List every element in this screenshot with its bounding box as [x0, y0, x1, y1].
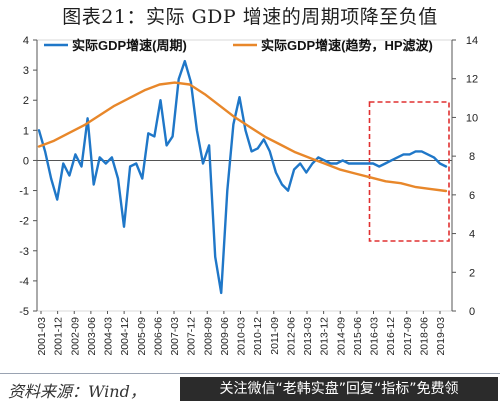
- plot-area: [36, 39, 453, 312]
- x-tick-label: 2009-06: [219, 317, 231, 356]
- right-tick-label: 6: [469, 190, 475, 202]
- legend-label: 实际GDP增速(周期): [72, 38, 187, 53]
- x-tick-label: 2018-06: [418, 317, 430, 356]
- x-tick-label: 2015-06: [352, 317, 364, 356]
- x-tick-label: 2012-06: [285, 317, 297, 356]
- x-tick-label: 2013-03: [302, 317, 314, 356]
- left-tick-label: 3: [23, 65, 29, 77]
- series-line-trend: [37, 81, 448, 193]
- source-note: 资料来源：Wind，: [8, 382, 146, 401]
- x-tick-label: 2005-09: [136, 317, 148, 356]
- legend-label: 实际GDP增速(趋势，HP滤波): [261, 38, 433, 53]
- left-tick-label: -5: [19, 306, 29, 318]
- left-tick-label: -2: [19, 216, 29, 228]
- x-tick-label: 2002-09: [69, 317, 81, 356]
- x-tick-label: 2008-09: [202, 317, 214, 356]
- left-tick-label: -3: [19, 246, 29, 258]
- right-tick-label: 14: [466, 35, 478, 47]
- x-tick-label: 2014-09: [335, 317, 347, 356]
- x-tick-label: 2004-03: [103, 317, 115, 356]
- left-tick-label: 0: [23, 155, 29, 167]
- right-tick-label: 10: [466, 112, 478, 124]
- right-tick-label: 8: [469, 151, 475, 163]
- footer-bar: 资料来源：Wind， 关注微信“老韩实盘”回复“指标”免费领: [0, 373, 500, 404]
- x-tick-label: 2001-12: [53, 317, 65, 356]
- promo-banner: 关注微信“老韩实盘”回复“指标”免费领: [180, 377, 498, 401]
- x-tick-label: 2001-03: [36, 317, 48, 356]
- x-tick-label: 2006-06: [152, 317, 164, 356]
- left-tick-label: -4: [19, 276, 29, 288]
- highlight-box: [368, 101, 450, 242]
- x-tick-label: 2004-12: [119, 317, 131, 356]
- right-tick-label: 12: [466, 74, 478, 86]
- x-tick-label: 2003-06: [86, 317, 98, 356]
- left-tick-label: 2: [23, 95, 29, 107]
- x-tick-label: 2016-03: [369, 317, 381, 356]
- x-tick-label: 2007-12: [186, 317, 198, 356]
- chart-title: 图表21：实际 GDP 增速的周期项降至负值: [62, 6, 438, 28]
- right-tick-label: 4: [469, 229, 475, 241]
- x-tick-label: 2019-03: [435, 317, 447, 356]
- x-tick-label: 2016-12: [385, 317, 397, 356]
- x-tick-label: 2007-03: [169, 317, 181, 356]
- left-tick-label: 1: [23, 125, 29, 137]
- x-tick-label: 2017-09: [402, 317, 414, 356]
- series-line-cycle: [37, 59, 448, 295]
- x-tick-label: 2013-12: [319, 317, 331, 356]
- x-tick-label: 2010-03: [236, 317, 248, 356]
- x-tick-label: 2010-12: [252, 317, 264, 356]
- right-tick-label: 2: [469, 267, 475, 279]
- left-tick-label: 4: [23, 35, 29, 47]
- x-tick-label: 2011-09: [269, 317, 281, 355]
- left-tick-label: -1: [19, 186, 29, 198]
- right-tick-label: 0: [469, 306, 475, 318]
